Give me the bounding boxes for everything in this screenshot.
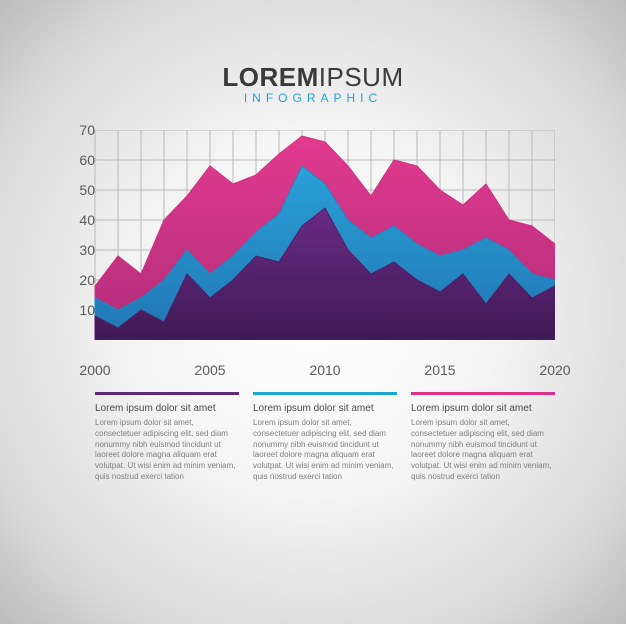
title-sub: INFOGRAPHIC bbox=[0, 91, 626, 105]
y-tick-label: 20 bbox=[79, 272, 95, 288]
x-tick-label: 2010 bbox=[309, 362, 340, 378]
column-body: Lorem ipsum dolor sit amet, consectetuer… bbox=[95, 418, 239, 483]
text-columns: Lorem ipsum dolor sit amet Lorem ipsum do… bbox=[95, 392, 555, 483]
text-column: Lorem ipsum dolor sit amet Lorem ipsum do… bbox=[253, 392, 397, 483]
column-body: Lorem ipsum dolor sit amet, consectetuer… bbox=[411, 418, 555, 483]
x-tick-label: 2015 bbox=[424, 362, 455, 378]
title-bold: LOREM bbox=[222, 62, 318, 92]
title-light: IPSUM bbox=[319, 62, 404, 92]
x-tick-label: 2020 bbox=[539, 362, 570, 378]
y-tick-label: 60 bbox=[79, 152, 95, 168]
y-axis-labels: 10203040506070 bbox=[61, 130, 95, 340]
y-tick-label: 30 bbox=[79, 242, 95, 258]
x-tick-label: 2000 bbox=[79, 362, 110, 378]
column-heading: Lorem ipsum dolor sit amet bbox=[253, 403, 397, 414]
title-main: LOREMIPSUM bbox=[0, 62, 626, 93]
y-tick-label: 50 bbox=[79, 182, 95, 198]
x-tick-label: 2005 bbox=[194, 362, 225, 378]
title-block: LOREMIPSUM INFOGRAPHIC bbox=[0, 62, 626, 105]
chart-svg bbox=[61, 130, 555, 340]
area-chart: 10203040506070 20002005201020152020 bbox=[61, 130, 555, 340]
y-tick-label: 10 bbox=[79, 302, 95, 318]
column-heading: Lorem ipsum dolor sit amet bbox=[95, 403, 239, 414]
text-column: Lorem ipsum dolor sit amet Lorem ipsum do… bbox=[95, 392, 239, 483]
text-column: Lorem ipsum dolor sit amet Lorem ipsum do… bbox=[411, 392, 555, 483]
y-tick-label: 70 bbox=[79, 122, 95, 138]
y-tick-label: 40 bbox=[79, 212, 95, 228]
column-body: Lorem ipsum dolor sit amet, consectetuer… bbox=[253, 418, 397, 483]
column-heading: Lorem ipsum dolor sit amet bbox=[411, 403, 555, 414]
